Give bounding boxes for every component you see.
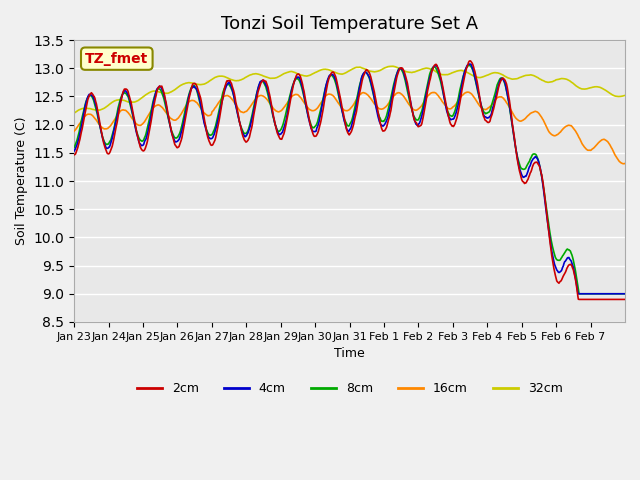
Y-axis label: Soil Temperature (C): Soil Temperature (C): [15, 117, 28, 245]
Title: Tonzi Soil Temperature Set A: Tonzi Soil Temperature Set A: [221, 15, 478, 33]
Text: TZ_fmet: TZ_fmet: [85, 52, 148, 66]
Legend: 2cm, 4cm, 8cm, 16cm, 32cm: 2cm, 4cm, 8cm, 16cm, 32cm: [132, 377, 568, 400]
X-axis label: Time: Time: [334, 347, 365, 360]
